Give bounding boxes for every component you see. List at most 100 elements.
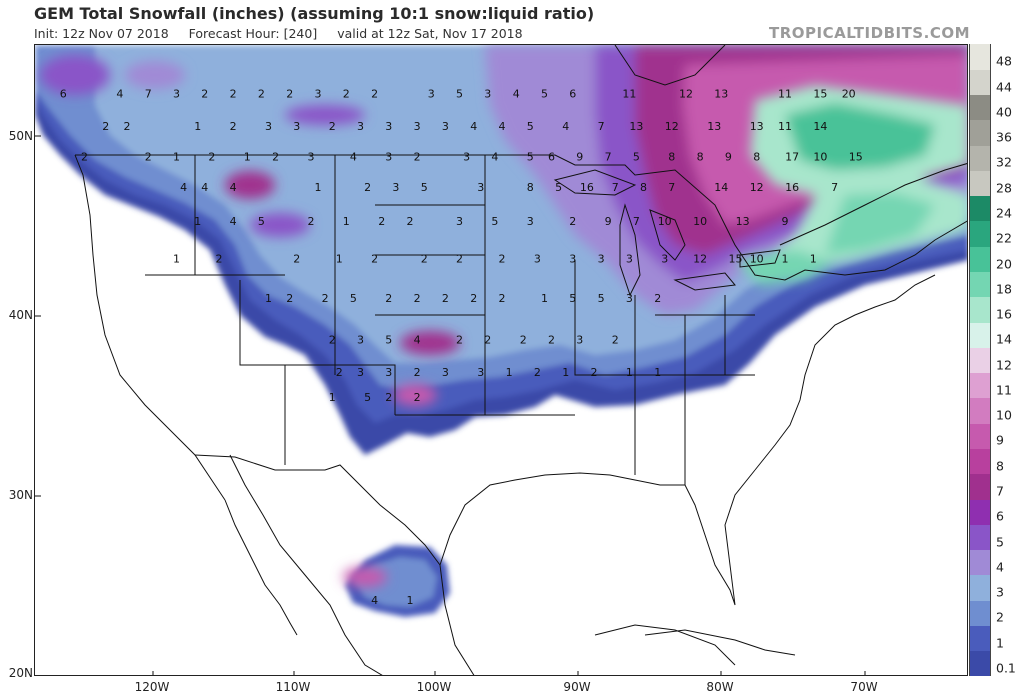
snowfall-value: 5	[555, 181, 562, 194]
snowfall-value: 3	[661, 253, 668, 266]
snowfall-value: 13	[714, 88, 728, 101]
colorbar-segment	[970, 271, 990, 298]
snowfall-value: 14	[813, 120, 827, 133]
snowfall-value: 1	[654, 366, 661, 379]
snowfall-value: 1	[194, 120, 201, 133]
colorbar-label: 1	[996, 635, 1004, 651]
lon-tick-80w: 80W	[706, 680, 734, 694]
colorbar-label: 36	[996, 129, 1012, 145]
snowfall-value: 10	[750, 253, 764, 266]
snowfall-value: 4	[180, 181, 187, 194]
colorbar-segment	[970, 397, 990, 424]
snowfall-value: 5	[569, 292, 576, 305]
colorbar-segment	[970, 372, 990, 399]
snowfall-value: 5	[350, 292, 357, 305]
snowfall-value: 9	[782, 215, 789, 228]
snowfall-value: 2	[329, 120, 336, 133]
colorbar-label: 22	[996, 230, 1012, 246]
colorbar-segment	[970, 499, 990, 525]
snowfall-value: 1	[562, 366, 569, 379]
snowfall-value: 11	[778, 88, 792, 101]
snowfall-value: 2	[230, 88, 237, 101]
colorbar-segment	[970, 423, 990, 449]
colorbar-label: 10	[996, 407, 1012, 423]
snowfall-value: 2	[456, 334, 463, 347]
snowfall-value: 12	[679, 88, 693, 101]
colorbar-segment	[970, 69, 990, 96]
snowfall-value: 2	[201, 88, 208, 101]
snowfall-value: 2	[329, 334, 336, 347]
snowfall-value: 5	[541, 88, 548, 101]
snowfall-value: 5	[527, 150, 534, 163]
colorbar-segment	[970, 347, 990, 374]
snowfall-value: 8	[753, 150, 760, 163]
map-title: GEM Total Snowfall (inches) (assuming 10…	[34, 4, 595, 23]
colorbar-label: 24	[996, 205, 1012, 221]
colorbar-label: 11	[996, 382, 1012, 398]
snowfall-value: 15	[849, 150, 863, 163]
snowfall-value: 8	[697, 150, 704, 163]
snowfall-value: 3	[357, 120, 364, 133]
colorbar-label: 4	[996, 559, 1004, 575]
snowfall-value: 2	[364, 181, 371, 194]
snowfall-value: 2	[385, 391, 392, 404]
snowfall-value: 2	[520, 334, 527, 347]
snowfall-value: 1	[244, 150, 251, 163]
colorbar-segment	[970, 650, 990, 677]
snowfall-value: 2	[371, 253, 378, 266]
colorbar-segment	[970, 119, 990, 146]
snowfall-value: 2	[371, 88, 378, 101]
snowfall-value: 15	[729, 253, 743, 266]
snowfall-value: 3	[385, 150, 392, 163]
colorbar-segment	[970, 600, 990, 626]
snowfall-value: 7	[605, 150, 612, 163]
lon-tick-120w: 120W	[134, 680, 170, 694]
lat-tick-50n: 50N	[8, 129, 33, 143]
snowfall-value: 1	[541, 292, 548, 305]
snowfall-value: 6	[548, 150, 555, 163]
snowfall-value: 9	[576, 150, 583, 163]
snowfall-value: 9	[605, 215, 612, 228]
snowfall-value: 2	[308, 215, 315, 228]
snowfall-value: 1	[329, 391, 336, 404]
snowfall-value: 2	[470, 292, 477, 305]
snowfall-value: 3	[308, 150, 315, 163]
snowfall-value: 7	[668, 181, 675, 194]
snowfall-value: 7	[831, 181, 838, 194]
snowfall-value: 7	[633, 215, 640, 228]
snowfall-value: 4	[350, 150, 357, 163]
snowfall-value: 3	[534, 253, 541, 266]
colorbar	[969, 44, 991, 677]
colorbar-segment	[970, 473, 990, 500]
brand-watermark: TROPICALTIDBITS.COM	[769, 24, 970, 42]
valid-time: valid at 12z Sat, Nov 17 2018	[337, 26, 523, 41]
snowfall-value: 2	[208, 150, 215, 163]
map-canvas: 6 4 7 3 2 2 2 2 3 2 2 3 5 3 4 5 6 11 12 13 11 15 202 2 1 2 3 3 2 3 3 3 3…	[35, 45, 967, 675]
lon-tick-100w: 100W	[416, 680, 452, 694]
snowfall-value: 2	[456, 253, 463, 266]
snowfall-value: 5	[527, 120, 534, 133]
snowfall-value: 4	[371, 594, 378, 607]
snowfall-value: 3	[598, 253, 605, 266]
map-subtitle: Init: 12z Nov 07 2018 Forecast Hour: [24…	[34, 26, 539, 41]
snowfall-value: 2	[272, 150, 279, 163]
snowfall-value: 3	[576, 334, 583, 347]
colorbar-label: 32	[996, 154, 1012, 170]
colorbar-label: 8	[996, 458, 1004, 474]
snowfall-value: 2	[569, 215, 576, 228]
snowfall-value: 4	[562, 120, 569, 133]
snowfall-value: 1	[343, 215, 350, 228]
colorbar-segment	[970, 170, 990, 197]
snowfall-value: 2	[378, 215, 385, 228]
snowfall-value: 6	[569, 88, 576, 101]
colorbar-segment	[970, 44, 990, 70]
snowfall-value: 1	[626, 366, 633, 379]
snowfall-value: 3	[357, 366, 364, 379]
snowfall-value: 2	[534, 366, 541, 379]
snowfall-value: 3	[442, 120, 449, 133]
snowfall-value: 2	[322, 292, 329, 305]
snowfall-map: 6 4 7 3 2 2 2 2 3 2 2 3 5 3 4 5 6 11 12 13 11 15 20 2 2 1 2 3 3 2 3 3 3 3…	[34, 44, 968, 676]
snowfall-value: 3	[428, 88, 435, 101]
snowfall-value: 5	[364, 391, 371, 404]
snowfall-value: 3	[626, 253, 633, 266]
